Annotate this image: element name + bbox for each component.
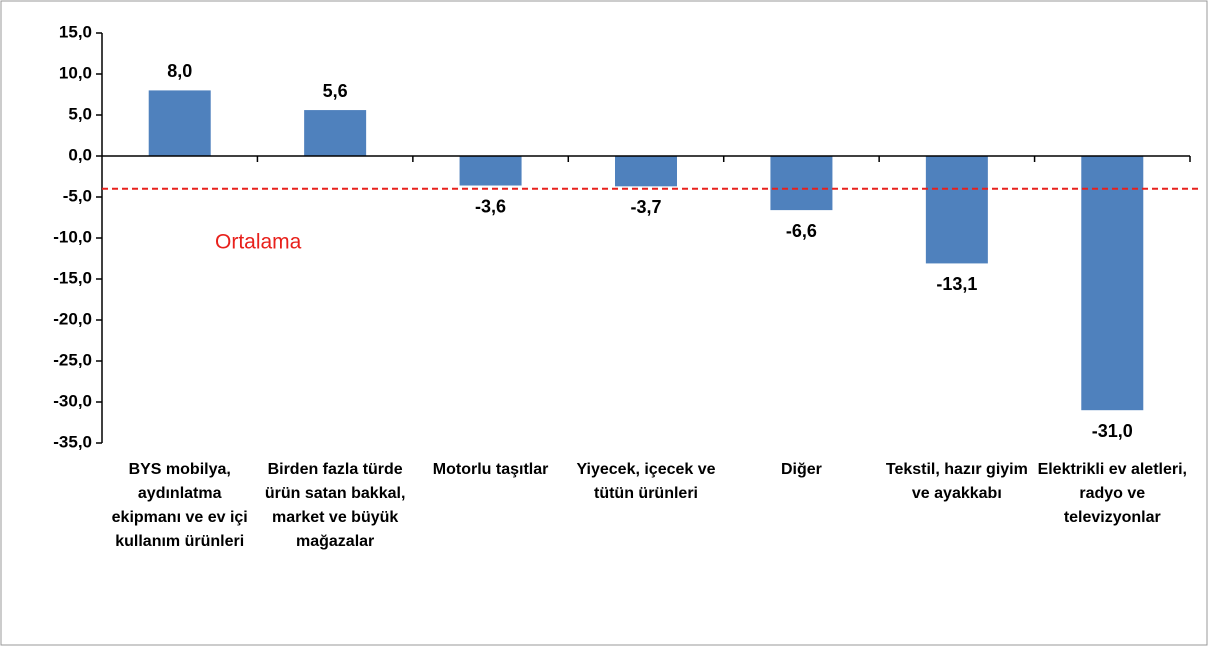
value-label: -31,0 (1092, 421, 1133, 441)
value-label: -13,1 (936, 274, 977, 294)
value-label: -3,6 (475, 196, 506, 216)
x-tick-label: Elektrikli ev aletleri, radyo ve televiz… (1037, 461, 1187, 526)
x-tick-label: Diğer (780, 461, 822, 478)
bar (925, 156, 988, 264)
value-label: 5,6 (323, 81, 348, 101)
bar (459, 156, 522, 186)
x-tick-label: Yiyecek, içecek ve tütün ürünleri (576, 461, 716, 502)
bar (304, 110, 367, 156)
value-label: 8,0 (167, 61, 192, 81)
y-tick-label: -10,0 (53, 227, 92, 246)
bar (1081, 156, 1144, 411)
average-label: Ortalama (215, 231, 302, 254)
y-tick-label: 15,0 (59, 22, 92, 41)
y-tick-label: -15,0 (53, 268, 92, 287)
y-tick-label: -20,0 (53, 309, 92, 328)
x-tick-label: Motorlu taşıtlar (432, 461, 549, 478)
x-tick-label: BYS mobilya, aydınlatma ekipmanı ve ev i… (111, 461, 248, 550)
x-tick-label: Tekstil, hazır giyim ve ayakkabı (885, 461, 1028, 502)
y-tick-label: 0,0 (68, 145, 92, 164)
x-tick-label: Birden fazla türde ürün satan bakkal, ma… (264, 461, 406, 550)
bar (148, 90, 211, 156)
y-tick-label: -30,0 (53, 391, 92, 410)
value-label: -6,6 (786, 221, 817, 241)
value-label: -3,7 (630, 197, 661, 217)
y-tick-label: -25,0 (53, 350, 92, 369)
y-tick-label: -35,0 (53, 432, 92, 451)
bar (770, 156, 833, 211)
y-tick-label: -5,0 (63, 186, 92, 205)
y-tick-label: 10,0 (59, 63, 92, 82)
bar (615, 156, 677, 187)
y-tick-label: 5,0 (68, 104, 92, 123)
